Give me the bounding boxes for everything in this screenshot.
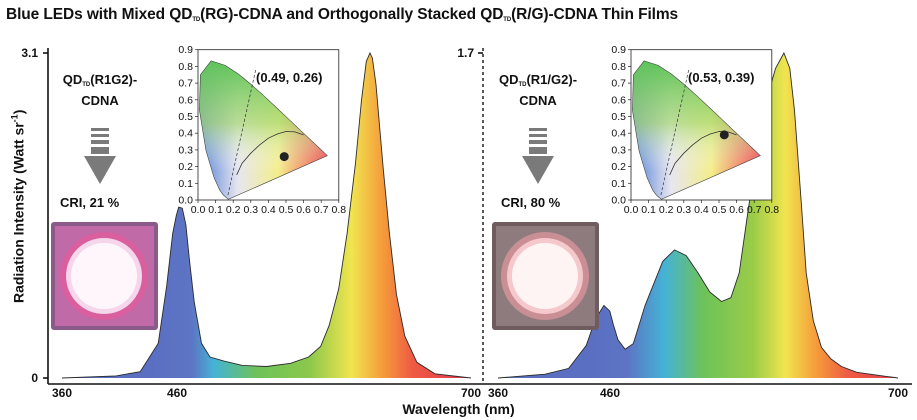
cie-dashed-line bbox=[227, 67, 257, 196]
cie-dashed-line bbox=[660, 67, 690, 196]
cie-gamut-overlay bbox=[199, 60, 328, 200]
xtick-label-left-460: 460 bbox=[167, 386, 187, 400]
cie-ytick-label: 0.9 bbox=[611, 44, 626, 56]
xtick-label-right-700: 700 bbox=[888, 386, 908, 400]
spectrum-area-left bbox=[62, 53, 471, 378]
cri-label-left: CRI, 21 % bbox=[60, 195, 120, 210]
cie-ytick-label: 0.4 bbox=[611, 128, 626, 140]
cie-xtick-label: 0.7 bbox=[314, 204, 329, 216]
xtick-label-right-360: 360 bbox=[488, 386, 508, 400]
cie-xtick-label: 0.1 bbox=[641, 204, 656, 216]
ytick-label-right-top: 1.7 bbox=[457, 46, 474, 60]
cie-xtick-label: 0.2 bbox=[226, 204, 241, 216]
xtick-label-right-460: 460 bbox=[600, 386, 620, 400]
figure-title: Blue LEDs with Mixed QDTD(RG)-CDNA and O… bbox=[6, 6, 679, 23]
cie-xtick-label: 0.6 bbox=[729, 204, 744, 216]
cie-xtick-label: 0.4 bbox=[694, 204, 709, 216]
cie-ytick-label: 0.7 bbox=[611, 78, 626, 90]
cie-ytick-label: 0.7 bbox=[178, 78, 193, 90]
cri-label-right: CRI, 80 % bbox=[501, 195, 561, 210]
cie-ytick-label: 0.3 bbox=[178, 144, 193, 156]
cie-ytick-label: 0.8 bbox=[178, 61, 193, 73]
cie-xtick-label: 0.5 bbox=[712, 204, 727, 216]
cie-ytick-label: 0.1 bbox=[611, 178, 626, 190]
ytick-label-left-top: 3.1 bbox=[21, 46, 38, 60]
xtick-label-left-700: 700 bbox=[461, 386, 481, 400]
cie-xtick-label: 0.1 bbox=[208, 204, 223, 216]
cie-ytick-label: 0.6 bbox=[178, 94, 193, 106]
cie-xtick-label: 0.5 bbox=[279, 204, 294, 216]
cie-gamut-overlay bbox=[632, 60, 761, 200]
down-arrow-icon bbox=[84, 128, 116, 184]
cie-ytick-label: 0.0 bbox=[178, 195, 193, 207]
cie-xtick-label: 0.3 bbox=[243, 204, 258, 216]
cie-locus-outline bbox=[632, 60, 761, 200]
cie-ytick-label: 0.0 bbox=[611, 195, 626, 207]
cie-ytick-label: 0.5 bbox=[178, 111, 193, 123]
cie-ytick-label: 0.2 bbox=[611, 161, 626, 173]
down-arrow-icon bbox=[522, 128, 554, 184]
cie-xtick-label: 0.7 bbox=[747, 204, 762, 216]
spectrum-area-right bbox=[498, 53, 898, 378]
cie-coordinate-label-right: (0.53, 0.39) bbox=[688, 70, 755, 85]
led-photo-right bbox=[492, 222, 599, 330]
cie-ytick-label: 0.6 bbox=[611, 94, 626, 106]
cie-xtick-label: 0.2 bbox=[659, 204, 674, 216]
cie-point-marker bbox=[279, 152, 289, 162]
spectrum-line-right bbox=[497, 51, 899, 379]
cie-ytick-label: 0.1 bbox=[178, 178, 193, 190]
cie-xtick-label: 0.8 bbox=[764, 204, 779, 216]
xtick-label-left-360: 360 bbox=[52, 386, 72, 400]
cie-ytick-label: 0.8 bbox=[611, 61, 626, 73]
cie-locus-outline bbox=[199, 60, 328, 200]
cie-planckian-curve bbox=[236, 131, 304, 176]
cie-ytick-label: 0.9 bbox=[178, 44, 193, 56]
cie-inset-left: 0.00.10.20.30.40.50.60.70.80.90.0 0.1 0.2 0… bbox=[178, 44, 346, 216]
cie-xtick-label: 0.3 bbox=[676, 204, 691, 216]
cie-inset-right: 0.00.10.20.30.40.50.60.70.80.90.0 0.1 0.2 0… bbox=[611, 44, 779, 216]
cie-ytick-label: 0.3 bbox=[611, 144, 626, 156]
cie-xtick-label: 0.0 bbox=[624, 204, 639, 216]
cie-ytick-label: 0.5 bbox=[611, 111, 626, 123]
cie-xtick-label: 0.0 bbox=[191, 204, 206, 216]
cie-point-marker bbox=[719, 130, 729, 140]
ytick-label-left-zero: 0 bbox=[31, 371, 38, 385]
cie-ytick-label: 0.2 bbox=[178, 161, 193, 173]
x-axis-label: Wavelength (nm) bbox=[402, 401, 515, 417]
led-photo-left bbox=[51, 222, 158, 330]
spectrum-line-left bbox=[61, 51, 472, 379]
cie-xtick-label: 0.6 bbox=[296, 204, 311, 216]
cie-xtick-label: 0.8 bbox=[331, 204, 346, 216]
cie-xtick-label: 0.4 bbox=[261, 204, 276, 216]
cie-coordinate-label-left: (0.49, 0.26) bbox=[256, 70, 323, 85]
panel-label-right: QDTD(R1/G2)- CDNA bbox=[498, 72, 578, 108]
panel-label-left: QDTD(R1G2)- CDNA bbox=[62, 72, 138, 108]
cie-ytick-label: 0.4 bbox=[178, 128, 193, 140]
